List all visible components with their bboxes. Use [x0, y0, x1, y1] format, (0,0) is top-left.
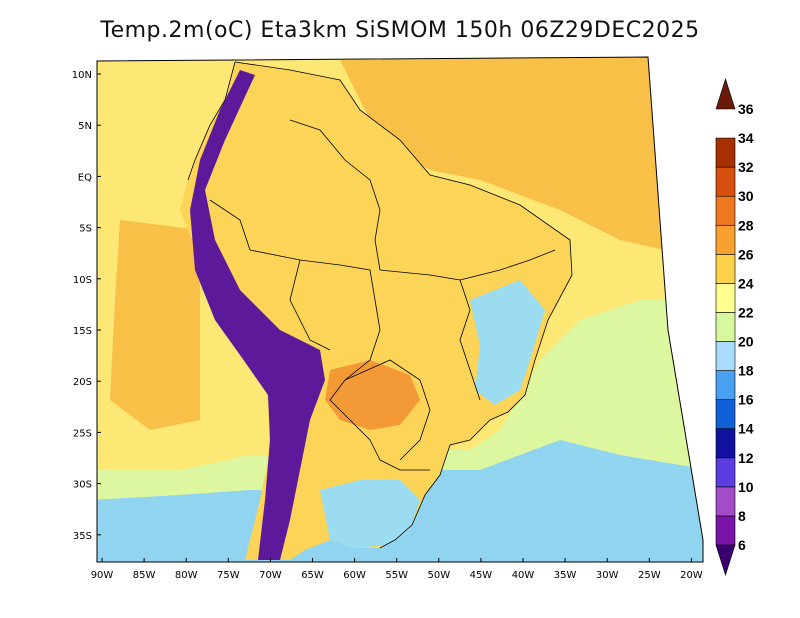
colorbar-swatch: [715, 515, 736, 546]
lon-tick-label: 45W: [470, 570, 493, 581]
colorbar: 6 8 10 12 14 16 18 20 22 24 26 28 30 32 34 36: [715, 78, 754, 576]
lat-tick-label: 35S: [73, 531, 92, 542]
colorbar-label: 24: [738, 275, 754, 291]
lat-tick-label: 25S: [73, 428, 92, 439]
colorbar-swatch: [715, 166, 736, 197]
ocean-hot-region-west: [110, 220, 200, 430]
colorbar-label: 30: [738, 188, 754, 204]
longitude-axis: 90W 85W 80W 75W 70W 65W 60W 55W 50W 45W 40W 35W 30W 2…: [91, 558, 703, 581]
lat-tick-label: 5N: [78, 121, 92, 132]
lon-tick-label: 40W: [512, 570, 535, 581]
lon-tick-label: 70W: [259, 570, 282, 581]
colorbar-swatch: [715, 486, 736, 517]
colorbar-label: 36: [738, 101, 754, 117]
colorbar-swatch: [715, 224, 736, 255]
colorbar-label: 8: [738, 508, 746, 524]
lon-tick-label: 75W: [217, 570, 240, 581]
brazil-highlands-cool: [470, 280, 545, 405]
lat-tick-label: 10N: [72, 70, 92, 81]
colorbar-label: 32: [738, 159, 754, 175]
lon-tick-label: 60W: [343, 570, 366, 581]
colorbar-label: 6: [738, 537, 746, 553]
colorbar-swatch: [715, 312, 736, 342]
lon-tick-label: 90W: [91, 570, 114, 581]
colorbar-swatch: [715, 254, 736, 284]
lon-tick-label: 35W: [554, 570, 577, 581]
lat-tick-label: 20S: [73, 377, 92, 388]
colorbar-label: 18: [738, 363, 754, 379]
lon-tick-label: 55W: [385, 570, 408, 581]
colorbar-label: 10: [738, 479, 754, 495]
lon-tick-label: 85W: [133, 570, 156, 581]
colorbar-swatch: [715, 195, 736, 226]
colorbar-swatch: [715, 399, 736, 430]
colorbar-swatch: [715, 78, 736, 110]
colorbar-label: 14: [738, 421, 754, 437]
lon-tick-label: 65W: [301, 570, 324, 581]
lon-tick-label: 30W: [596, 570, 619, 581]
lat-tick-label: EQ: [78, 172, 92, 183]
colorbar-swatch: [715, 428, 736, 459]
ocean-hot-region: [340, 57, 665, 250]
map-title: Temp.2m(oC) Eta3km SiSMOM 150h 06Z29DEC2…: [100, 18, 700, 43]
colorbar-label: 28: [738, 217, 754, 233]
lon-tick-label: 80W: [175, 570, 198, 581]
southern-cone-cool: [320, 480, 420, 548]
colorbar-label: 12: [738, 450, 754, 466]
colorbar-label: 22: [738, 304, 754, 320]
colorbar-label: 20: [738, 334, 754, 350]
colorbar-swatch: [715, 457, 736, 488]
political-borders: [187, 61, 573, 549]
colorbar-swatch: [715, 341, 736, 371]
colorbar-label: 16: [738, 392, 754, 408]
colorbar-label: 26: [738, 246, 754, 262]
lon-tick-label: 20W: [680, 570, 703, 581]
colorbar-label: 34: [738, 130, 754, 146]
colorbar-swatch: [715, 370, 736, 400]
colorbar-swatch: [715, 283, 736, 313]
lat-tick-label: 10S: [73, 275, 92, 286]
lat-tick-label: 5S: [79, 224, 92, 235]
lon-tick-label: 50W: [427, 570, 450, 581]
lat-tick-label: 15S: [73, 326, 92, 337]
colorbar-swatch: [715, 544, 736, 576]
map-frame: [96, 56, 704, 563]
lon-tick-label: 25W: [638, 570, 661, 581]
latitude-axis: 10N 5N EQ 5S 10S 15S 20S 25S 30S 35S: [72, 70, 101, 542]
temperature-field: [97, 57, 703, 562]
andes-cold-belt: [190, 70, 325, 560]
lat-tick-label: 30S: [73, 480, 92, 491]
colorbar-swatch: [715, 137, 736, 168]
